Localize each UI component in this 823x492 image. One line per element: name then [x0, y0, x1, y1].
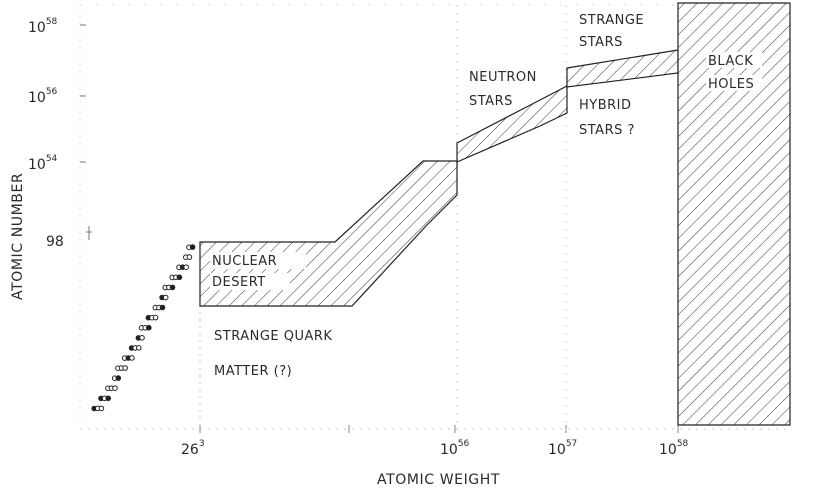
label-strange-quark-2: MATTER (?) — [214, 364, 292, 379]
y-tick-label: 1056 — [28, 87, 58, 106]
nucleus-point — [183, 264, 189, 271]
label-nuclear-desert-1: NUCLEAR — [212, 254, 277, 269]
x-tick-label: 263 — [181, 439, 205, 458]
x-axis-title: ATOMIC WEIGHT — [377, 472, 500, 488]
nucleus-point — [176, 274, 183, 281]
x-tick-label: 1057 — [548, 439, 577, 458]
label-strange-quark-1: STRANGE QUARK — [214, 329, 332, 344]
nucleus-point — [122, 365, 128, 371]
y-tick-label: 1054 — [28, 154, 58, 173]
y-axis-title: ATOMIC NUMBER — [10, 173, 26, 300]
label-neutron-stars-2: STARS — [469, 94, 513, 109]
label-background — [706, 52, 762, 68]
label-background — [210, 273, 290, 290]
nucleus-point — [146, 324, 152, 331]
nucleus-point — [139, 335, 145, 341]
y-tick-label: 1058 — [28, 17, 58, 36]
label-strange-stars-2: STARS — [579, 35, 623, 50]
label-background — [706, 75, 762, 91]
nucleus-point — [152, 314, 159, 321]
nucleus-point — [162, 294, 169, 301]
nucleus-point — [112, 385, 118, 392]
label-background — [210, 252, 306, 269]
label-black-holes-1: BLACK — [708, 54, 753, 69]
label-black-holes-2: HOLES — [708, 77, 754, 92]
nuclear-desert-region — [199, 160, 458, 307]
x-tick-label: 1056 — [440, 439, 470, 458]
nucleus-point — [189, 244, 196, 250]
x-tick-label: 1058 — [659, 439, 689, 458]
label-nuclear-desert-2: DESERT — [212, 275, 266, 290]
nuclei-points — [91, 244, 196, 412]
nucleus-point — [186, 254, 193, 260]
nucleus-point — [159, 304, 166, 311]
nucleus-point — [169, 284, 176, 291]
label-hybrid-stars-2: STARS ? — [579, 123, 635, 138]
strange-stars-region — [566, 49, 679, 88]
nucleus-point — [98, 405, 105, 412]
black-holes-region — [677, 2, 791, 426]
nucleus-point — [136, 345, 142, 351]
label-hybrid-stars-1: HYBRID — [579, 98, 632, 113]
y-tick-label: 98 — [46, 234, 64, 250]
label-strange-stars-1: STRANGE — [579, 13, 644, 28]
label-neutron-stars-1: NEUTRON — [469, 70, 537, 85]
neutron-stars-region — [456, 85, 568, 163]
nucleus-point — [105, 395, 111, 402]
nucleus-point — [129, 355, 135, 361]
nucleus-point — [115, 375, 122, 381]
